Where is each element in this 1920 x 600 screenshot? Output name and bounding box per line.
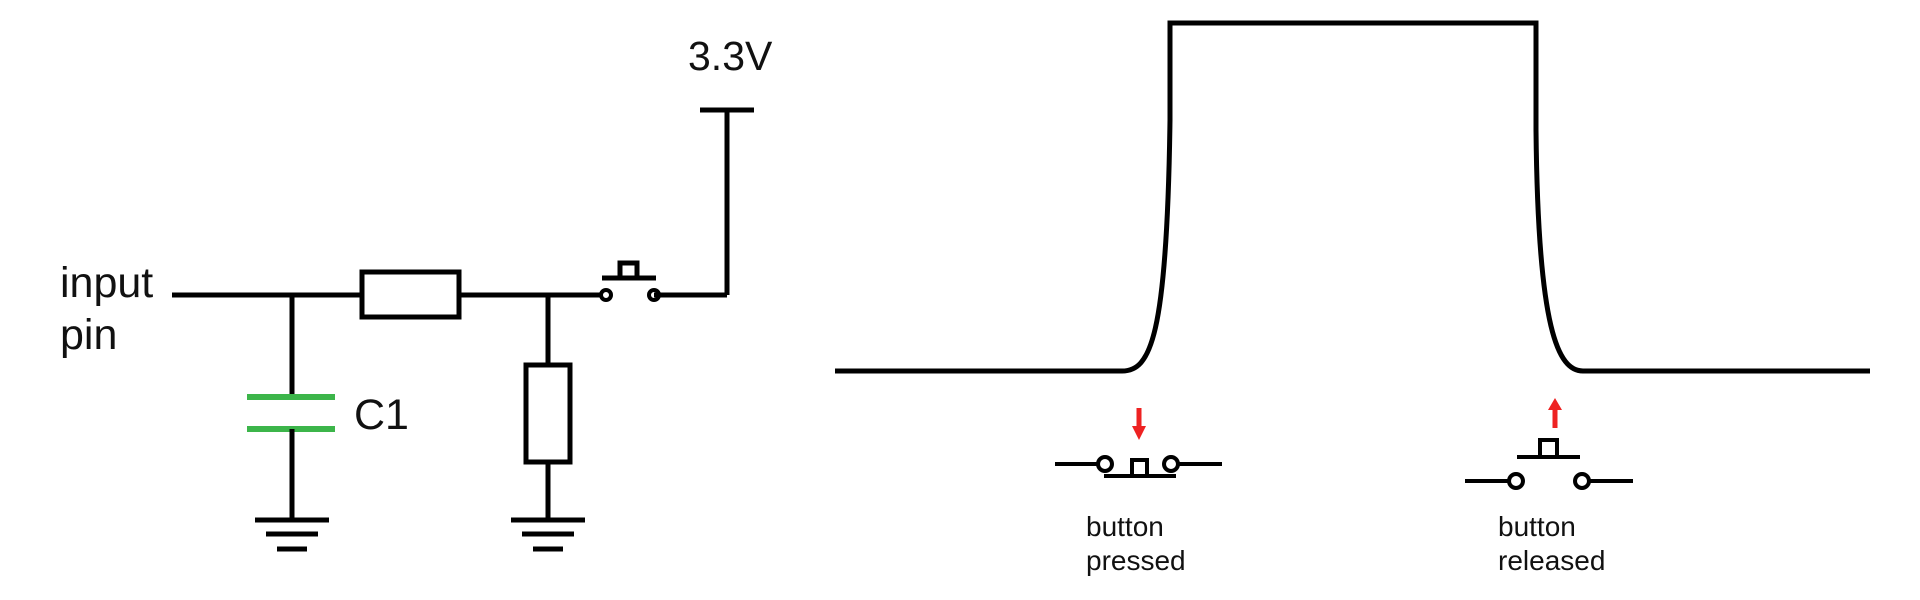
ground-symbol-resistor [511, 517, 585, 552]
pulldown-resistor [523, 295, 573, 520]
button-released-caption-line1: button [1498, 511, 1576, 542]
input-pin-label-line1: input [60, 259, 153, 307]
supply-voltage-label: 3.3V [688, 33, 773, 79]
button-pressed-caption-line2: pressed [1086, 545, 1186, 576]
push-button-switch [599, 260, 661, 302]
up-arrow-icon [1548, 398, 1562, 428]
ground-symbol-capacitor [255, 517, 329, 552]
voltage-waveform [835, 20, 1870, 374]
capacitor-c1 [247, 295, 335, 520]
down-arrow-icon [1132, 408, 1146, 440]
released-button-symbol [1465, 438, 1633, 490]
button-pressed-caption-line1: button [1086, 511, 1164, 542]
pressed-button-symbol [1055, 455, 1222, 478]
supply-rail [700, 107, 754, 295]
circuit-schematic: input pin 3.3V C1 [60, 33, 773, 552]
input-pin-label-line2: pin [60, 311, 117, 359]
capacitor-label: C1 [354, 391, 409, 439]
button-released-caption-line2: released [1498, 545, 1605, 576]
waveform-trace [835, 20, 1870, 374]
button-pressed-indicator: button pressed [1055, 408, 1222, 576]
series-resistor [359, 269, 462, 320]
button-released-indicator: button released [1465, 398, 1633, 576]
